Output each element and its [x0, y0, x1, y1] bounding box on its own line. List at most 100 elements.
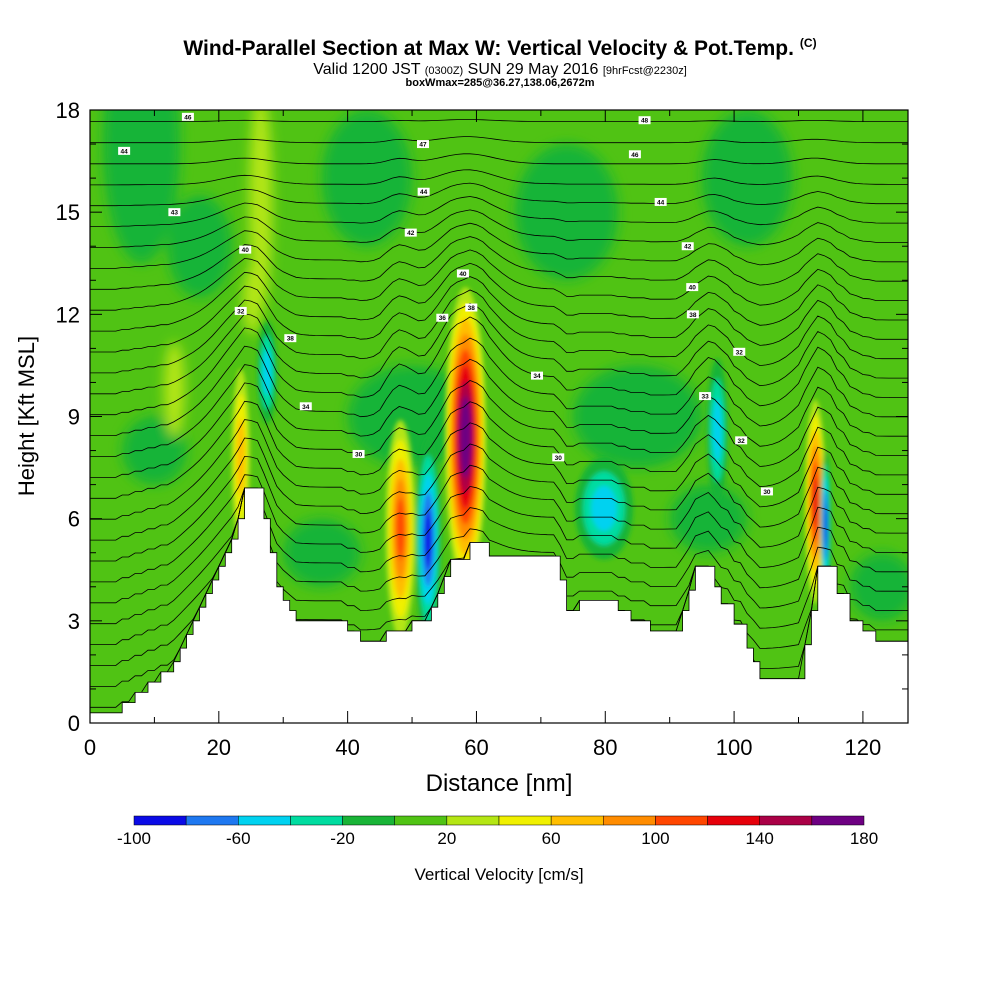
isentrope: [90, 289, 908, 374]
isentrope-label-bg: [552, 453, 565, 462]
isentrope-label-bg: [686, 310, 699, 319]
isentrope-label-bg: [628, 150, 641, 159]
isentrope-label-text: 40: [242, 247, 250, 254]
field-patch: [321, 110, 413, 247]
colorbar-tick-label: -20: [330, 829, 355, 848]
isentrope-label-text: 30: [763, 489, 771, 496]
isentrope-label-text: 42: [684, 244, 692, 251]
isentrope: [90, 196, 908, 227]
isentrope-label: 30: [760, 487, 773, 496]
colorbar-tick-label: 20: [437, 829, 456, 848]
isentrope: [90, 419, 908, 520]
isentrope-label-bg: [299, 402, 312, 411]
isentrope-label: 44: [654, 197, 667, 206]
field-patch: [164, 341, 185, 437]
isentrope-label-text: 44: [420, 189, 428, 196]
isentrope: [90, 474, 908, 583]
colorbar-swatch: [707, 815, 760, 826]
isentrope-label-bg: [404, 228, 417, 237]
x-axis-label: Distance [nm]: [426, 770, 573, 797]
colorbar-swatch: [759, 815, 813, 826]
isentrope-label-bg: [284, 334, 297, 343]
isentrope-label: 36: [436, 313, 449, 322]
isentrope-label-bg: [681, 242, 694, 251]
isentrope-label-text: 40: [689, 285, 697, 292]
chart-title: Wind-Parallel Section at Max W: Vertical…: [0, 36, 1000, 61]
isentrope-label-bg: [456, 269, 469, 278]
isentrope-label-text: 47: [419, 142, 427, 149]
isentrope-label: 47: [416, 140, 429, 149]
isentrope-label-text: 32: [237, 308, 245, 315]
isentrope: [90, 380, 908, 478]
x-tick-label: 20: [207, 735, 231, 760]
field-patch: [283, 518, 361, 587]
isentrope-label: 44: [118, 146, 131, 155]
downdraft-contour: [424, 509, 432, 569]
field-patch: [573, 365, 702, 468]
updraft-contour: [396, 497, 405, 561]
downdraft-contour: [591, 485, 617, 532]
isentrope-label-bg: [735, 436, 748, 445]
field-patch: [347, 365, 477, 468]
x-axis: 0 20 40 60 80 100 120: [84, 110, 881, 760]
colorbar-label: Vertical Velocity [cm/s]: [414, 865, 583, 884]
x-tick-label: 0: [84, 735, 96, 760]
plot-area: 46 44 43 40 32 38 34 30 47 44 42 40 36 38 34 30 48 46 44 42…: [90, 110, 908, 723]
field-patch: [102, 110, 181, 264]
updraft-contour: [812, 476, 818, 527]
isentrope: [90, 302, 908, 395]
isentrope-label: 32: [234, 306, 247, 315]
isentrope-label-bg: [168, 208, 181, 217]
isentrope-label-text: 46: [631, 152, 639, 159]
isentrope-label: 32: [735, 436, 748, 445]
isentrope-label-bg: [760, 487, 773, 496]
x-tick-label: 120: [845, 735, 882, 760]
valid-time: Valid 1200 JST: [313, 61, 421, 78]
isentrope-label: 33: [699, 392, 712, 401]
isentrope: [90, 337, 908, 436]
isentrope-label: 40: [686, 283, 699, 292]
isentrope-label-text: 44: [121, 148, 129, 155]
isentrope-label-text: 42: [407, 230, 415, 237]
y-tick-label: 0: [68, 711, 80, 736]
isentrope-label: 44: [417, 187, 430, 196]
isentrope-label-bg: [234, 306, 247, 315]
isentrope-label-bg: [699, 392, 712, 401]
colorbar-swatch: [290, 815, 343, 826]
field-patch: [122, 416, 187, 485]
colorbar-swatch: [238, 815, 291, 826]
isentrope-label-bg: [465, 303, 478, 312]
isentrope-label: 30: [352, 449, 365, 458]
isentrope: [90, 153, 908, 165]
isentrope-label: 46: [181, 112, 194, 121]
isentrope-label: 30: [552, 453, 565, 462]
isentrope: [90, 358, 908, 457]
y-axis-label: Height [Kft MSL]: [14, 336, 39, 496]
x-tick-label: 40: [335, 735, 359, 760]
isentrope-label-bg: [239, 245, 252, 254]
updraft-contour: [462, 411, 469, 462]
isentrope: [90, 222, 908, 269]
isentrope-label: 40: [456, 269, 469, 278]
colorbar-tick-label: 140: [746, 829, 774, 848]
colorbar-swatch: [498, 815, 552, 826]
isentrope-label-bg: [436, 313, 449, 322]
valid-date: SUN 29 May 2016: [467, 61, 599, 78]
isentrope: [90, 209, 908, 248]
isentrope: [90, 119, 908, 122]
y-tick-label: 6: [68, 507, 80, 532]
isentrope-label-text: 40: [459, 271, 467, 278]
isentrope-label-text: 30: [555, 455, 563, 462]
field-patch: [167, 195, 232, 298]
isentrope-label-text: 43: [171, 210, 179, 217]
colorbar-tick-label: 180: [850, 829, 878, 848]
isentrope-label-text: 32: [736, 349, 744, 356]
isentrope: [90, 400, 908, 499]
isentrope-label-bg: [352, 449, 365, 458]
isentrope-label-text: 32: [738, 438, 746, 445]
isentrope-label: 34: [531, 371, 544, 380]
field-patch: [242, 266, 262, 335]
isentrope: [90, 236, 908, 290]
